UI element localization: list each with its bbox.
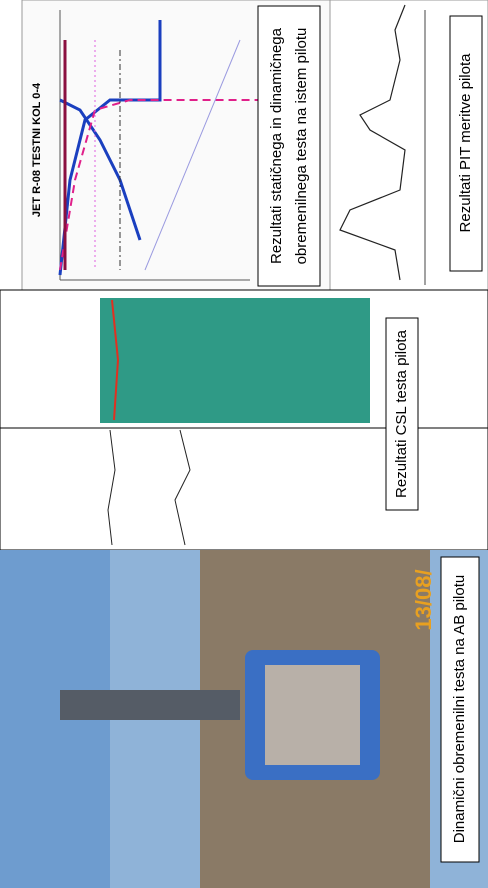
- trace: [174, 429, 191, 546]
- caption-box: [257, 5, 321, 287]
- trace: [107, 429, 116, 546]
- caption-box: [385, 317, 419, 511]
- unload-curve: [59, 98, 142, 241]
- caption-line: Rezultati statičnega in dinamičnega: [268, 27, 285, 264]
- date-stamp: 13/08/: [411, 569, 436, 630]
- pit-signal: [339, 4, 406, 281]
- load-curve: [58, 20, 162, 276]
- mast: [60, 690, 240, 720]
- photo-panel: 13/08/ Dinamični obremenilni testa na AB…: [0, 550, 488, 888]
- caption-box: [449, 15, 483, 272]
- csl-panel: Rezultati CSL testa pilota: [0, 289, 488, 551]
- waterfall: [100, 298, 370, 423]
- hammer: [265, 665, 360, 765]
- caption-box: [440, 556, 480, 863]
- caption: Rezultati PIT meritve pilota: [457, 53, 474, 233]
- curve: [144, 39, 241, 271]
- chart-title: JET R-08 TESTNI KOL 0-4: [31, 82, 43, 217]
- first-arrival: [111, 299, 120, 421]
- static-test-panel: JET R-08 TESTNI KOL 0-4 Rezultati statič…: [21, 0, 331, 291]
- caption: Rezultati CSL testa pilota: [393, 329, 410, 498]
- caption-line: obremenilnega testa na istem pilotu: [293, 28, 310, 265]
- pit-panel: Rezultati PIT meritve pilota: [329, 0, 488, 291]
- caption: Dinamični obremenilni testa na AB pilotu: [451, 575, 468, 843]
